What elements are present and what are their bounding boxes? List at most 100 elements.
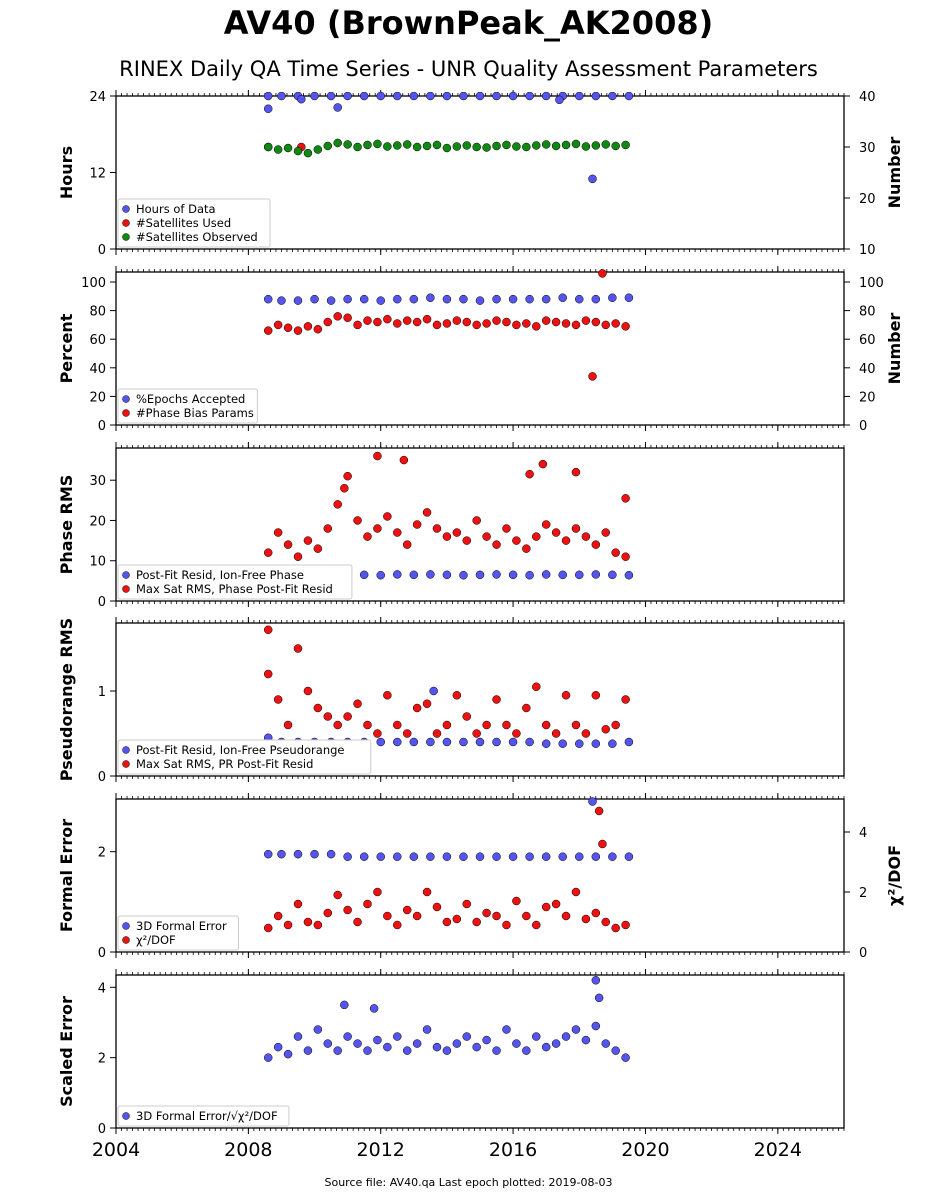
data-point xyxy=(492,1046,501,1055)
data-point xyxy=(412,317,422,327)
data-point xyxy=(343,852,352,861)
data-point xyxy=(442,737,452,747)
data-point xyxy=(283,720,293,730)
data-point xyxy=(611,1046,620,1055)
data-point xyxy=(283,920,293,930)
data-point xyxy=(422,887,432,897)
data-point xyxy=(591,908,601,918)
data-point xyxy=(412,520,422,529)
data-point xyxy=(333,103,342,112)
data-point xyxy=(624,293,634,302)
y2-axis-label: Number xyxy=(885,313,904,385)
data-point xyxy=(541,1042,551,1052)
series-2 xyxy=(263,625,630,738)
data-point xyxy=(571,320,581,330)
data-point xyxy=(399,455,409,465)
data-point xyxy=(591,739,601,748)
data-point xyxy=(442,92,452,101)
data-point xyxy=(373,139,382,149)
data-point xyxy=(512,536,521,545)
data-point xyxy=(409,294,419,304)
y-tick-label: 12 xyxy=(89,167,106,182)
data-point xyxy=(608,739,617,748)
data-point xyxy=(452,1039,462,1048)
data-point xyxy=(383,314,392,324)
data-point xyxy=(601,725,610,734)
data-point xyxy=(581,729,591,738)
data-point xyxy=(409,570,419,580)
data-point xyxy=(591,141,601,150)
data-point xyxy=(326,849,336,859)
data-point xyxy=(343,140,352,149)
data-point xyxy=(263,104,273,113)
data-point xyxy=(588,797,597,806)
x-axis xyxy=(115,442,845,607)
data-point xyxy=(591,1021,601,1031)
data-point xyxy=(393,92,402,101)
data-point xyxy=(442,917,452,927)
data-point xyxy=(432,1042,442,1052)
data-point xyxy=(462,141,472,150)
data-point xyxy=(624,92,634,101)
data-point xyxy=(373,524,382,533)
legend-label: 3D Formal Error xyxy=(136,919,227,933)
data-point xyxy=(459,852,468,861)
data-point xyxy=(601,140,610,149)
data-point xyxy=(588,174,597,184)
data-point xyxy=(588,372,597,381)
data-point xyxy=(273,320,283,330)
legend-marker xyxy=(122,1112,130,1120)
data-point xyxy=(575,294,584,304)
data-point xyxy=(581,532,591,541)
y-tick-label: 2 xyxy=(98,846,106,861)
data-point xyxy=(442,319,452,328)
data-point xyxy=(326,296,336,305)
legend-marker xyxy=(122,395,130,403)
data-point xyxy=(277,849,286,859)
data-point xyxy=(541,520,551,529)
data-point xyxy=(608,293,617,302)
legend: Hours of Data#Satellites Used#Satellites… xyxy=(117,198,271,248)
data-point xyxy=(323,524,333,533)
legend-label: Max Sat RMS, Phase Post-Fit Resid xyxy=(136,582,333,596)
data-point xyxy=(558,739,567,748)
y-tick-label: 0 xyxy=(98,243,106,258)
data-point xyxy=(383,911,392,921)
data-point xyxy=(502,920,511,930)
data-point xyxy=(363,1046,372,1055)
legend: %Epochs Accepted#Phase Bias Params xyxy=(117,388,258,424)
data-point xyxy=(551,1039,561,1048)
y-axis-left: 0 1 Pseudorange RMS xyxy=(57,618,116,785)
data-point xyxy=(452,316,462,325)
data-point xyxy=(422,314,432,324)
data-point xyxy=(283,540,293,549)
data-point xyxy=(393,294,402,304)
data-point xyxy=(383,1042,392,1052)
data-point xyxy=(313,544,323,553)
x-axis: 2004 2008 2012 2016 2020 2024 xyxy=(92,969,845,1161)
data-point xyxy=(594,806,604,816)
data-point xyxy=(383,142,392,151)
data-point xyxy=(608,570,617,580)
data-point xyxy=(459,92,468,101)
source-footer: Source file: AV40.qa Last epoch plotted:… xyxy=(324,1176,613,1189)
data-point xyxy=(508,294,518,304)
data-point xyxy=(532,532,541,541)
data-point xyxy=(475,737,485,747)
data-point xyxy=(551,528,561,537)
data-point xyxy=(263,625,273,635)
data-point xyxy=(393,737,402,747)
legend-marker xyxy=(122,922,130,930)
data-point xyxy=(303,148,313,158)
legend-marker xyxy=(122,585,130,593)
data-point xyxy=(383,512,392,521)
legend-label: χ²/DOF xyxy=(136,933,176,947)
legend: 3D Formal Error/√χ²/DOF xyxy=(117,1105,290,1127)
x-tick-label: 2008 xyxy=(224,1139,272,1161)
y-axis-left: 0 2 Formal Error xyxy=(57,819,116,961)
x-axis xyxy=(115,617,845,782)
y-tick-label: 100 xyxy=(81,276,106,291)
data-point xyxy=(492,316,501,325)
series-2 xyxy=(263,269,630,381)
data-point xyxy=(363,720,372,730)
